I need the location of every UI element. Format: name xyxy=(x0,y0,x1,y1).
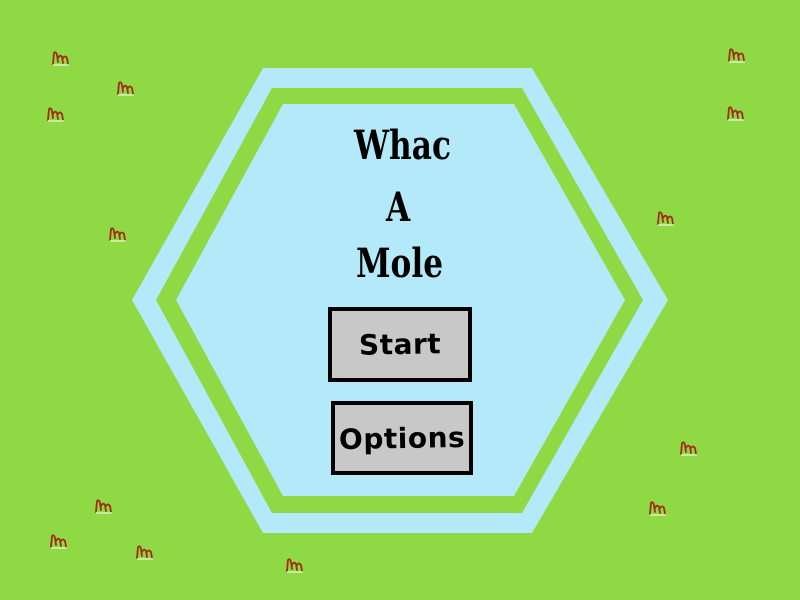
grass-tuft-icon xyxy=(726,105,746,121)
options-button-label: Options xyxy=(338,420,466,456)
grass-tuft-icon xyxy=(727,47,747,63)
grass-tuft-icon xyxy=(94,498,114,514)
hexagon-panel xyxy=(176,104,625,496)
grass-tuft-icon xyxy=(679,440,699,456)
grass-tuft-icon xyxy=(648,500,668,516)
grass-tuft-icon xyxy=(46,106,66,122)
grass-tuft-icon xyxy=(116,80,136,96)
grass-tuft-icon xyxy=(49,533,69,549)
start-button-label: Start xyxy=(358,327,442,362)
title-mole: Mole xyxy=(356,240,444,287)
grass-tuft-icon xyxy=(51,50,71,66)
grass-tuft-icon xyxy=(285,557,305,573)
title-whac: Whac xyxy=(354,122,451,169)
options-button[interactable]: Options xyxy=(331,401,473,475)
grass-tuft-icon xyxy=(135,544,155,560)
grass-tuft-icon xyxy=(108,226,128,242)
start-button[interactable]: Start xyxy=(328,307,472,382)
title-a: A xyxy=(386,184,411,231)
grass-tuft-icon xyxy=(656,210,676,226)
